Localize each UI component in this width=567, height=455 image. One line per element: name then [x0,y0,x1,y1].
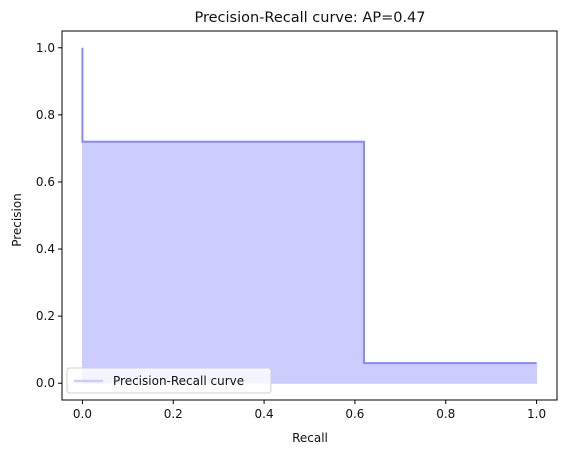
legend: Precision-Recall curve [66,367,272,394]
y-tick-label: 0.8 [36,108,55,122]
y-tick-label: 0.4 [36,242,55,256]
legend-entry-label: Precision-Recall curve [113,374,244,388]
y-tick-label: 0.0 [36,376,55,390]
x-tick-label: 0.6 [345,407,364,421]
x-tick-label: 1.0 [527,407,546,421]
y-tick-label: 1.0 [36,41,55,55]
y-tick-label: 0.6 [36,175,55,189]
plot-frame [61,30,558,401]
x-axis-label: Recall [292,431,328,445]
pr-curve-line [81,47,537,365]
x-tick-label: 0.8 [436,407,455,421]
y-axis-label: Precision [10,193,24,247]
y-axis-ticks: 0.0 0.2 0.4 0.6 0.8 1.0 [36,41,62,390]
pr-area-fill [81,47,538,384]
chart-title: Precision-Recall curve: AP=0.47 [194,10,425,26]
y-tick-label: 0.2 [36,309,55,323]
x-axis-ticks: 0.0 0.2 0.4 0.6 0.8 1.0 [73,400,546,421]
x-tick-label: 0.2 [164,407,183,421]
x-tick-label: 0.0 [73,407,92,421]
plot-area [61,30,558,401]
legend-box [66,367,272,394]
x-tick-label: 0.4 [255,407,274,421]
